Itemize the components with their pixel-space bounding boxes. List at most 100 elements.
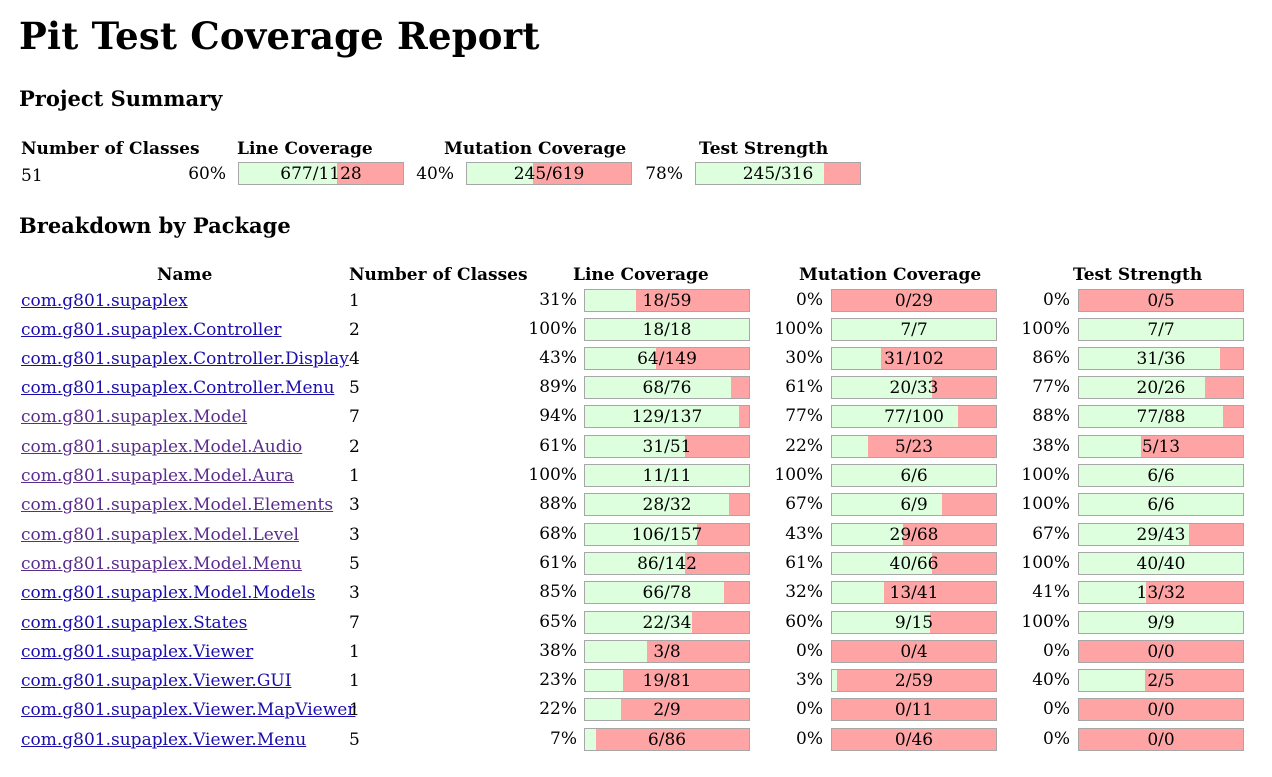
line-coverage-pct: 89%	[539, 377, 577, 397]
package-link[interactable]: com.g801.supaplex.Controller	[21, 320, 282, 340]
coverage-fill	[832, 377, 933, 398]
strength-coverage-pct: 0%	[1043, 729, 1070, 749]
breakdown-header-mutation: Mutation Coverage	[799, 265, 982, 285]
package-link[interactable]: com.g801.supaplex.Viewer.Menu	[21, 730, 307, 750]
mutation-coverage-count: 0/11	[894, 700, 934, 720]
summary-strength-count: 245/316	[742, 164, 814, 184]
summary-header-mutation: Mutation Coverage	[444, 139, 627, 159]
classes-count: 4	[349, 349, 360, 369]
strength-coverage-bar: 13/32	[1078, 581, 1244, 604]
line-coverage-count: 106/157	[631, 525, 703, 545]
line-coverage-bar: 18/18	[584, 318, 750, 341]
strength-coverage-count: 6/6	[1147, 495, 1175, 515]
strength-coverage-pct: 100%	[1021, 612, 1070, 632]
strength-coverage-pct: 41%	[1032, 582, 1070, 602]
coverage-fill	[1079, 524, 1189, 545]
mutation-coverage-bar: 29/68	[831, 523, 997, 546]
mutation-coverage-bar: 20/33	[831, 376, 997, 399]
package-link[interactable]: com.g801.supaplex.Model.Audio	[21, 437, 303, 457]
line-coverage-count: 2/9	[653, 700, 681, 720]
package-link[interactable]: com.g801.supaplex.Controller.Menu	[21, 378, 335, 398]
summary-line-pct: 60%	[188, 164, 226, 184]
mutation-coverage-pct: 67%	[785, 494, 823, 514]
coverage-fill	[585, 377, 731, 398]
line-coverage-pct: 100%	[528, 319, 577, 339]
coverage-fill	[585, 582, 725, 603]
classes-count: 1	[349, 700, 360, 720]
line-coverage-pct: 61%	[539, 436, 577, 456]
strength-coverage-count: 2/5	[1147, 671, 1175, 691]
mutation-coverage-pct: 43%	[785, 524, 823, 544]
project-summary-heading: Project Summary	[19, 86, 223, 111]
line-coverage-bar: 3/8	[584, 640, 750, 663]
line-coverage-pct: 23%	[539, 670, 577, 690]
mutation-coverage-pct: 0%	[796, 699, 823, 719]
line-coverage-pct: 68%	[539, 524, 577, 544]
classes-count: 1	[349, 642, 360, 662]
line-coverage-bar: 19/81	[584, 669, 750, 692]
mutation-coverage-bar: 7/7	[831, 318, 997, 341]
strength-coverage-pct: 100%	[1021, 494, 1070, 514]
mutation-coverage-bar: 31/102	[831, 347, 997, 370]
package-link[interactable]: com.g801.supaplex.Viewer	[21, 642, 254, 662]
mutation-coverage-pct: 0%	[796, 729, 823, 749]
mutation-coverage-pct: 22%	[785, 436, 823, 456]
strength-coverage-bar: 5/13	[1078, 435, 1244, 458]
package-link[interactable]: com.g801.supaplex.Model.Models	[21, 583, 316, 603]
coverage-fill	[1079, 377, 1206, 398]
classes-count: 3	[349, 495, 360, 515]
mutation-coverage-pct: 30%	[785, 348, 823, 368]
package-link[interactable]: com.g801.supaplex.Model.Menu	[21, 554, 302, 574]
package-link[interactable]: com.g801.supaplex	[21, 291, 188, 311]
mutation-coverage-bar: 0/46	[831, 728, 997, 751]
strength-coverage-pct: 0%	[1043, 290, 1070, 310]
strength-coverage-bar: 0/0	[1078, 640, 1244, 663]
package-link[interactable]: com.g801.supaplex.Viewer.GUI	[21, 671, 292, 691]
mutation-coverage-bar: 6/9	[831, 493, 997, 516]
line-coverage-bar: 22/34	[584, 611, 750, 634]
package-link[interactable]: com.g801.supaplex.Viewer.MapViewer	[21, 700, 356, 720]
package-link[interactable]: com.g801.supaplex.Model.Aura	[21, 466, 294, 486]
strength-coverage-count: 77/88	[1136, 407, 1186, 427]
mutation-coverage-bar: 0/29	[831, 289, 997, 312]
coverage-fill	[1079, 582, 1147, 603]
coverage-fill	[832, 406, 959, 427]
summary-header-classes: Number of Classes	[21, 139, 200, 159]
classes-count: 1	[349, 466, 360, 486]
package-link[interactable]: com.g801.supaplex.Model	[21, 407, 248, 427]
mutation-coverage-bar: 9/15	[831, 611, 997, 634]
line-coverage-pct: 61%	[539, 553, 577, 573]
mutation-coverage-count: 2/59	[894, 671, 934, 691]
mutation-coverage-pct: 61%	[785, 377, 823, 397]
mutation-coverage-count: 77/100	[884, 407, 944, 427]
strength-coverage-bar: 9/9	[1078, 611, 1244, 634]
summary-mutation-pct: 40%	[416, 164, 454, 184]
coverage-fill	[1079, 319, 1243, 340]
mutation-coverage-count: 7/7	[900, 320, 928, 340]
page-title: Pit Test Coverage Report	[19, 14, 540, 58]
strength-coverage-bar: 0/5	[1078, 289, 1244, 312]
package-link[interactable]: com.g801.supaplex.Controller.Display	[21, 349, 349, 369]
package-link[interactable]: com.g801.supaplex.Model.Level	[21, 525, 299, 545]
coverage-fill	[832, 319, 996, 340]
line-coverage-count: 19/81	[642, 671, 692, 691]
coverage-fill	[585, 729, 597, 750]
classes-count: 2	[349, 437, 360, 457]
classes-count: 3	[349, 583, 360, 603]
mutation-coverage-bar: 5/23	[831, 435, 997, 458]
mutation-coverage-pct: 32%	[785, 582, 823, 602]
coverage-fill	[585, 524, 697, 545]
strength-coverage-bar: 31/36	[1078, 347, 1244, 370]
strength-coverage-pct: 40%	[1032, 670, 1070, 690]
coverage-fill	[696, 163, 824, 184]
classes-count: 5	[349, 730, 360, 750]
line-coverage-pct: 100%	[528, 465, 577, 485]
package-link[interactable]: com.g801.supaplex.Model.Elements	[21, 495, 334, 515]
mutation-coverage-pct: 61%	[785, 553, 823, 573]
mutation-coverage-count: 20/33	[889, 378, 939, 398]
coverage-fill	[585, 436, 686, 457]
coverage-fill	[1079, 465, 1243, 486]
line-coverage-bar: 68/76	[584, 376, 750, 399]
package-link[interactable]: com.g801.supaplex.States	[21, 613, 248, 633]
strength-coverage-count: 7/7	[1147, 320, 1175, 340]
